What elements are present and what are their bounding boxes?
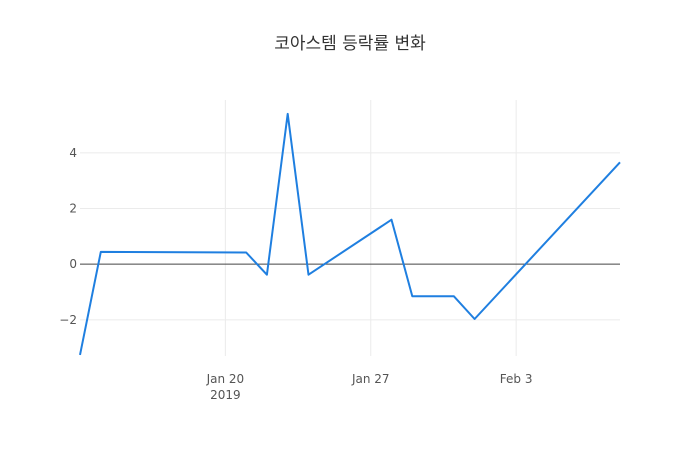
x-tick-label: Jan 27 xyxy=(351,372,390,386)
x-tick-sublabel: 2019 xyxy=(210,388,241,402)
series-layer xyxy=(79,112,621,356)
y-tick-label: −2 xyxy=(59,313,77,327)
y-tick-label: 0 xyxy=(69,257,77,271)
x-tick-label: Jan 20 xyxy=(206,372,245,386)
chart-title: 코아스템 등락률 변화 xyxy=(274,34,426,54)
y-tick-label: 2 xyxy=(69,202,77,216)
y-tick-label: 4 xyxy=(69,146,77,160)
x-tick-label: Feb 3 xyxy=(500,372,533,386)
series-line xyxy=(79,112,621,356)
grid-layer xyxy=(80,100,620,356)
axis-layer: Jan 20 2019 Jan 27 Feb 3 −2 0 2 4 xyxy=(59,146,620,402)
